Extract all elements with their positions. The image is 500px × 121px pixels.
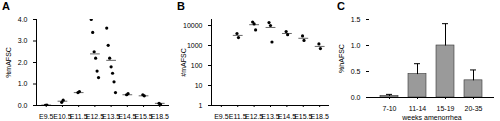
svg-text:%hAFSC: %hAFSC bbox=[338, 44, 345, 73]
svg-text:4.0: 4.0 bbox=[18, 16, 28, 23]
svg-text:15-19: 15-19 bbox=[437, 105, 455, 112]
svg-text:100: 100 bbox=[191, 62, 203, 69]
svg-text:0.0: 0.0 bbox=[18, 102, 28, 109]
svg-text:2.0: 2.0 bbox=[18, 59, 28, 66]
svg-text:20-35: 20-35 bbox=[465, 105, 483, 112]
svg-text:E14.5: E14.5 bbox=[118, 113, 137, 121]
html-text:E11.5 E12.5: E11.5 E12.5 bbox=[228, 113, 264, 121]
html-text:E12.5 E13.5: E12.5 E13.5 bbox=[85, 113, 121, 121]
html-text:A: A bbox=[2, 0, 10, 12]
svg-text:E18.5: E18.5 bbox=[311, 113, 329, 120]
svg-text:weeks amenorrhea: weeks amenorrhea bbox=[401, 114, 462, 121]
html-text:B: B bbox=[177, 0, 185, 12]
svg-text:7-10: 7-10 bbox=[382, 105, 396, 112]
svg-text:3.0: 3.0 bbox=[18, 37, 28, 44]
svg-text:E18.5: E18.5 bbox=[151, 113, 169, 120]
svg-text:0.0: 0.0 bbox=[351, 94, 361, 101]
svg-text:1.0: 1.0 bbox=[18, 80, 28, 87]
svg-text:E9.5: E9.5 bbox=[39, 113, 54, 120]
html-text:E14.5 E15.5: E14.5 E15.5 bbox=[277, 113, 313, 121]
svg-text:E13.5: E13.5 bbox=[261, 113, 280, 121]
svg-text:E10.5: E10.5 bbox=[53, 113, 72, 121]
svg-text:E15.5: E15.5 bbox=[134, 113, 153, 121]
svg-text:10: 10 bbox=[195, 82, 203, 89]
svg-text:E9.5: E9.5 bbox=[214, 113, 229, 120]
svg-text:1: 1 bbox=[199, 102, 203, 109]
svg-text:E11.5: E11.5 bbox=[69, 113, 88, 121]
svg-text:10000: 10000 bbox=[183, 22, 203, 29]
svg-text:1.0: 1.0 bbox=[351, 42, 361, 49]
svg-text:0.5: 0.5 bbox=[351, 68, 361, 75]
svg-text:11-14: 11-14 bbox=[409, 105, 426, 112]
svg-text:%mAFSC: %mAFSC bbox=[5, 47, 12, 78]
svg-text:1.5: 1.5 bbox=[351, 16, 361, 23]
html-text:C: C bbox=[337, 0, 345, 12]
svg-text:#mAFSC: #mAFSC bbox=[180, 48, 187, 76]
svg-text:1000: 1000 bbox=[187, 42, 203, 49]
